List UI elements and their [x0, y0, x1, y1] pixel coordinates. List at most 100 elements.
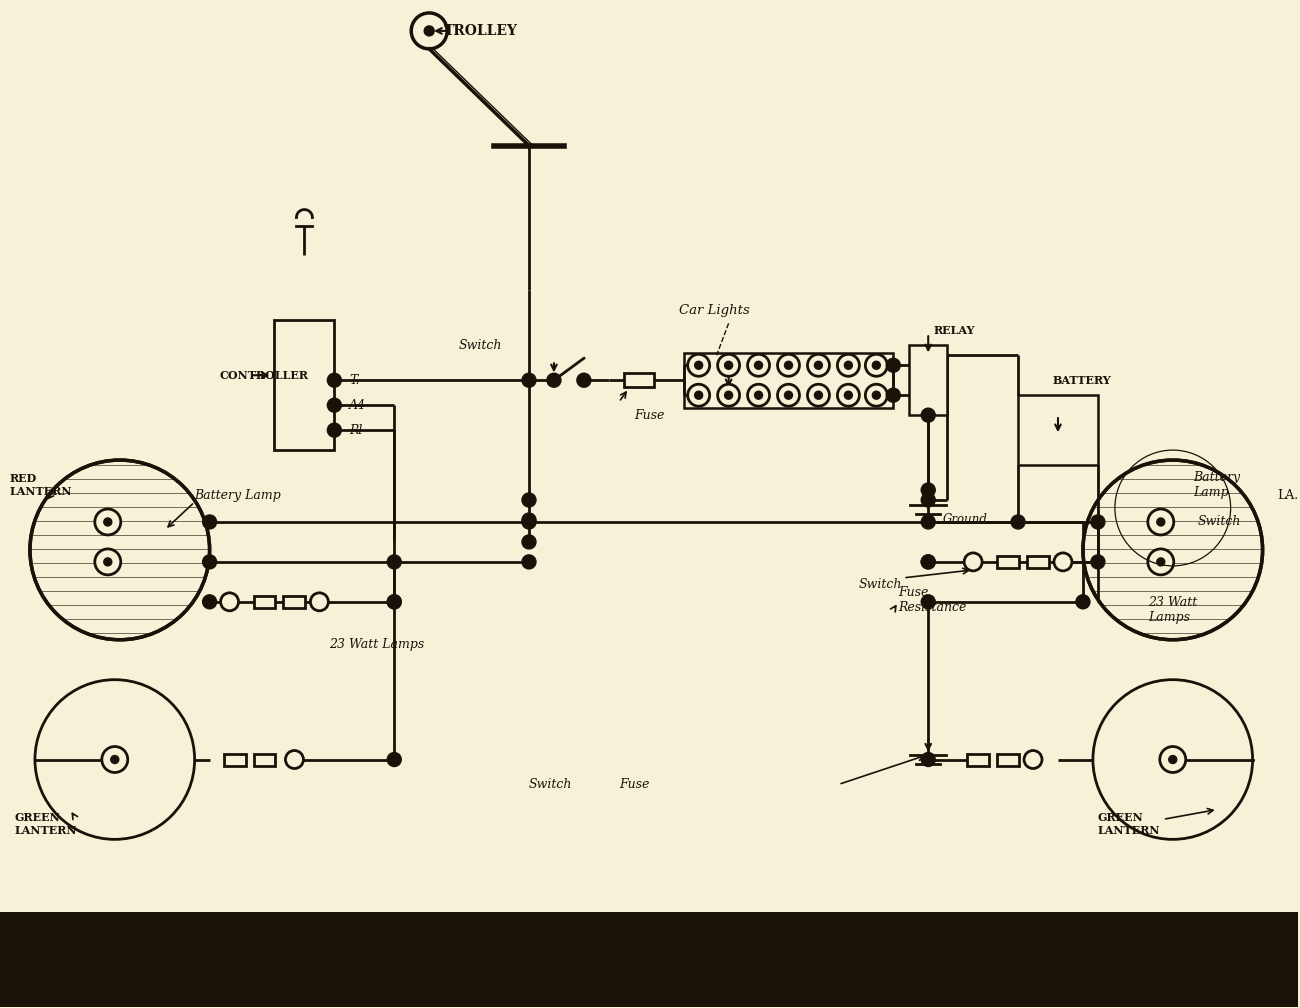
- Circle shape: [1083, 460, 1262, 640]
- Bar: [997, 555, 1019, 568]
- Circle shape: [577, 373, 592, 387]
- Text: RELAY: RELAY: [933, 325, 975, 336]
- Circle shape: [724, 391, 733, 399]
- Circle shape: [872, 361, 880, 369]
- Text: Ground: Ground: [944, 513, 988, 526]
- Circle shape: [286, 751, 303, 768]
- Circle shape: [411, 13, 447, 48]
- Text: Switch: Switch: [529, 778, 572, 791]
- Circle shape: [807, 384, 829, 406]
- Bar: [254, 754, 276, 765]
- Circle shape: [95, 509, 121, 535]
- Text: alamy: alamy: [79, 964, 181, 995]
- Bar: [624, 373, 654, 387]
- Text: TROLLEY: TROLLEY: [445, 24, 519, 38]
- Circle shape: [845, 391, 853, 399]
- Circle shape: [1076, 595, 1089, 609]
- Circle shape: [922, 554, 935, 569]
- Text: GREEN
LANTERN: GREEN LANTERN: [1098, 812, 1161, 837]
- Circle shape: [922, 408, 935, 422]
- Circle shape: [814, 361, 823, 369]
- Circle shape: [523, 513, 536, 527]
- Text: LA.: LA.: [1278, 489, 1299, 502]
- Text: GREEN
LANTERN: GREEN LANTERN: [16, 812, 78, 837]
- Bar: [254, 596, 276, 608]
- Circle shape: [866, 384, 888, 406]
- Text: Fuse
Resistance: Fuse Resistance: [898, 586, 967, 614]
- Text: 23 Watt Lamps: 23 Watt Lamps: [329, 638, 425, 651]
- Circle shape: [311, 593, 329, 611]
- Text: Battery Lamp: Battery Lamp: [195, 489, 281, 502]
- Circle shape: [747, 384, 770, 406]
- Circle shape: [328, 398, 342, 412]
- Circle shape: [547, 373, 560, 387]
- Text: Car Lights: Car Lights: [679, 303, 750, 317]
- Circle shape: [1091, 554, 1105, 569]
- Circle shape: [387, 595, 402, 609]
- Circle shape: [523, 373, 536, 387]
- Text: Rl: Rl: [350, 423, 363, 436]
- Circle shape: [1148, 509, 1174, 535]
- Circle shape: [203, 554, 217, 569]
- Circle shape: [754, 361, 763, 369]
- Bar: [283, 596, 305, 608]
- Circle shape: [922, 493, 935, 507]
- Circle shape: [424, 26, 434, 36]
- Circle shape: [523, 493, 536, 507]
- Text: 23 Watt
Lamps: 23 Watt Lamps: [1148, 596, 1197, 624]
- Circle shape: [387, 753, 402, 766]
- Circle shape: [523, 554, 536, 569]
- Circle shape: [887, 358, 901, 372]
- Bar: [967, 754, 989, 765]
- Circle shape: [104, 557, 112, 565]
- Circle shape: [30, 460, 209, 640]
- Circle shape: [95, 549, 121, 575]
- Circle shape: [104, 518, 112, 526]
- Circle shape: [784, 391, 793, 399]
- Circle shape: [845, 361, 853, 369]
- Circle shape: [387, 554, 402, 569]
- Circle shape: [1091, 515, 1105, 529]
- Bar: [0, 912, 1297, 1007]
- Bar: [997, 754, 1019, 765]
- Text: www.alamy.com: www.alamy.com: [1048, 980, 1131, 989]
- Bar: [1018, 395, 1098, 465]
- Bar: [1027, 555, 1049, 568]
- Circle shape: [694, 361, 703, 369]
- Circle shape: [111, 756, 118, 763]
- Text: Switch: Switch: [459, 339, 503, 352]
- Circle shape: [1148, 549, 1174, 575]
- Text: A4: A4: [350, 399, 367, 411]
- Circle shape: [777, 354, 800, 376]
- Circle shape: [866, 354, 888, 376]
- Circle shape: [1160, 747, 1186, 772]
- Circle shape: [203, 595, 217, 609]
- Text: Fuse: Fuse: [634, 408, 664, 421]
- Circle shape: [718, 354, 740, 376]
- Bar: [684, 353, 893, 407]
- Circle shape: [922, 483, 935, 497]
- Text: Image ID: 2CRCMG6: Image ID: 2CRCMG6: [1048, 963, 1160, 972]
- Circle shape: [922, 595, 935, 609]
- Circle shape: [837, 384, 859, 406]
- Circle shape: [814, 391, 823, 399]
- Circle shape: [754, 391, 763, 399]
- Text: Switch: Switch: [858, 579, 902, 592]
- Text: RED
LANTERN: RED LANTERN: [10, 473, 73, 497]
- Circle shape: [922, 554, 935, 569]
- Bar: [224, 754, 246, 765]
- Circle shape: [837, 354, 859, 376]
- Circle shape: [1157, 557, 1165, 565]
- Circle shape: [694, 391, 703, 399]
- Circle shape: [1169, 756, 1176, 763]
- Circle shape: [922, 515, 935, 529]
- Circle shape: [1024, 751, 1043, 768]
- Circle shape: [1011, 515, 1024, 529]
- Circle shape: [747, 354, 770, 376]
- Circle shape: [203, 515, 217, 529]
- Circle shape: [1157, 518, 1165, 526]
- Circle shape: [1054, 553, 1072, 571]
- Text: BATTERY: BATTERY: [1053, 375, 1112, 386]
- Bar: [274, 321, 334, 451]
- Circle shape: [328, 423, 342, 437]
